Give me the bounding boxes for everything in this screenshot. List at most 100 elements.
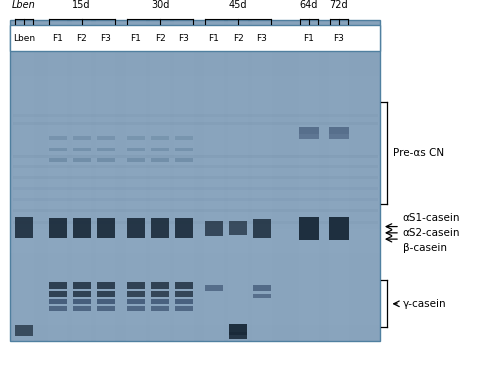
Text: F1: F1 (130, 34, 141, 43)
Text: 64d: 64d (300, 0, 318, 10)
Bar (10, 325, 380, 333)
Bar (329, 217, 349, 240)
Bar (329, 127, 349, 134)
Text: β-casein: β-casein (402, 243, 446, 253)
Bar (253, 294, 271, 298)
Bar (10, 28, 380, 36)
Bar (10, 92, 380, 100)
Bar (151, 306, 169, 311)
Bar (10, 148, 380, 156)
Bar (10, 277, 380, 285)
Bar (127, 148, 145, 151)
Bar (175, 218, 193, 238)
Bar (10, 205, 380, 212)
Bar (10, 285, 380, 293)
Bar (151, 282, 169, 289)
Bar (72, 218, 90, 238)
Bar (10, 212, 380, 220)
Bar (12, 221, 378, 224)
Bar (96, 291, 114, 297)
Bar (299, 127, 319, 134)
Text: 45d: 45d (229, 0, 247, 10)
Bar (48, 282, 66, 289)
Bar (96, 299, 114, 304)
Bar (12, 187, 378, 190)
Text: αS1-casein: αS1-casein (402, 213, 460, 223)
Bar (127, 136, 145, 140)
Text: F2: F2 (232, 34, 243, 43)
Bar (48, 20, 68, 341)
Bar (10, 25, 380, 51)
Bar (127, 306, 145, 311)
Bar (96, 20, 116, 341)
Bar (127, 158, 145, 162)
Bar (10, 116, 380, 124)
Bar (10, 220, 380, 229)
Bar (229, 332, 247, 339)
Text: F3: F3 (256, 34, 268, 43)
Bar (175, 136, 193, 140)
Bar (48, 218, 66, 238)
Bar (10, 261, 380, 269)
Bar (48, 299, 66, 304)
Bar (72, 306, 90, 311)
Text: Lben: Lben (13, 34, 35, 43)
Text: 30d: 30d (151, 0, 169, 10)
Bar (12, 155, 378, 158)
Bar (96, 218, 114, 238)
Bar (151, 291, 169, 297)
Bar (299, 134, 319, 139)
Text: γ-casein: γ-casein (402, 299, 446, 309)
Bar (229, 221, 247, 235)
Bar (174, 20, 194, 341)
Text: Pre-αs CN: Pre-αs CN (393, 148, 444, 158)
Bar (151, 218, 169, 238)
Bar (72, 148, 90, 151)
Bar (329, 20, 349, 341)
Bar (10, 180, 380, 189)
Text: 15d: 15d (72, 0, 91, 10)
Text: F1: F1 (304, 34, 314, 43)
Text: F1: F1 (52, 34, 63, 43)
Bar (12, 209, 378, 212)
Bar (48, 148, 66, 151)
Bar (299, 217, 319, 240)
Bar (10, 76, 380, 84)
Bar (10, 317, 380, 325)
Bar (151, 136, 169, 140)
Bar (10, 20, 380, 341)
Bar (10, 68, 380, 76)
Bar (10, 20, 380, 28)
Bar (151, 148, 169, 151)
Bar (205, 285, 223, 291)
Bar (10, 293, 380, 301)
Bar (96, 158, 114, 162)
Bar (10, 189, 380, 196)
Bar (10, 309, 380, 317)
Bar (228, 20, 248, 341)
Bar (10, 52, 380, 60)
Bar (72, 20, 92, 341)
Bar (72, 291, 90, 297)
Bar (151, 299, 169, 304)
Bar (96, 306, 114, 311)
Bar (48, 158, 66, 162)
Bar (10, 36, 380, 44)
Text: αS2-casein: αS2-casein (402, 228, 460, 238)
Bar (127, 299, 145, 304)
Bar (10, 301, 380, 309)
Bar (175, 282, 193, 289)
Bar (48, 291, 66, 297)
Text: F2: F2 (76, 34, 87, 43)
Bar (151, 158, 169, 162)
Bar (10, 172, 380, 180)
Bar (10, 124, 380, 132)
Bar (72, 282, 90, 289)
Bar (175, 306, 193, 311)
Bar (10, 100, 380, 108)
Text: F3: F3 (178, 34, 190, 43)
Bar (48, 136, 66, 140)
Bar (253, 219, 271, 238)
Bar (205, 221, 223, 236)
Bar (10, 253, 380, 261)
